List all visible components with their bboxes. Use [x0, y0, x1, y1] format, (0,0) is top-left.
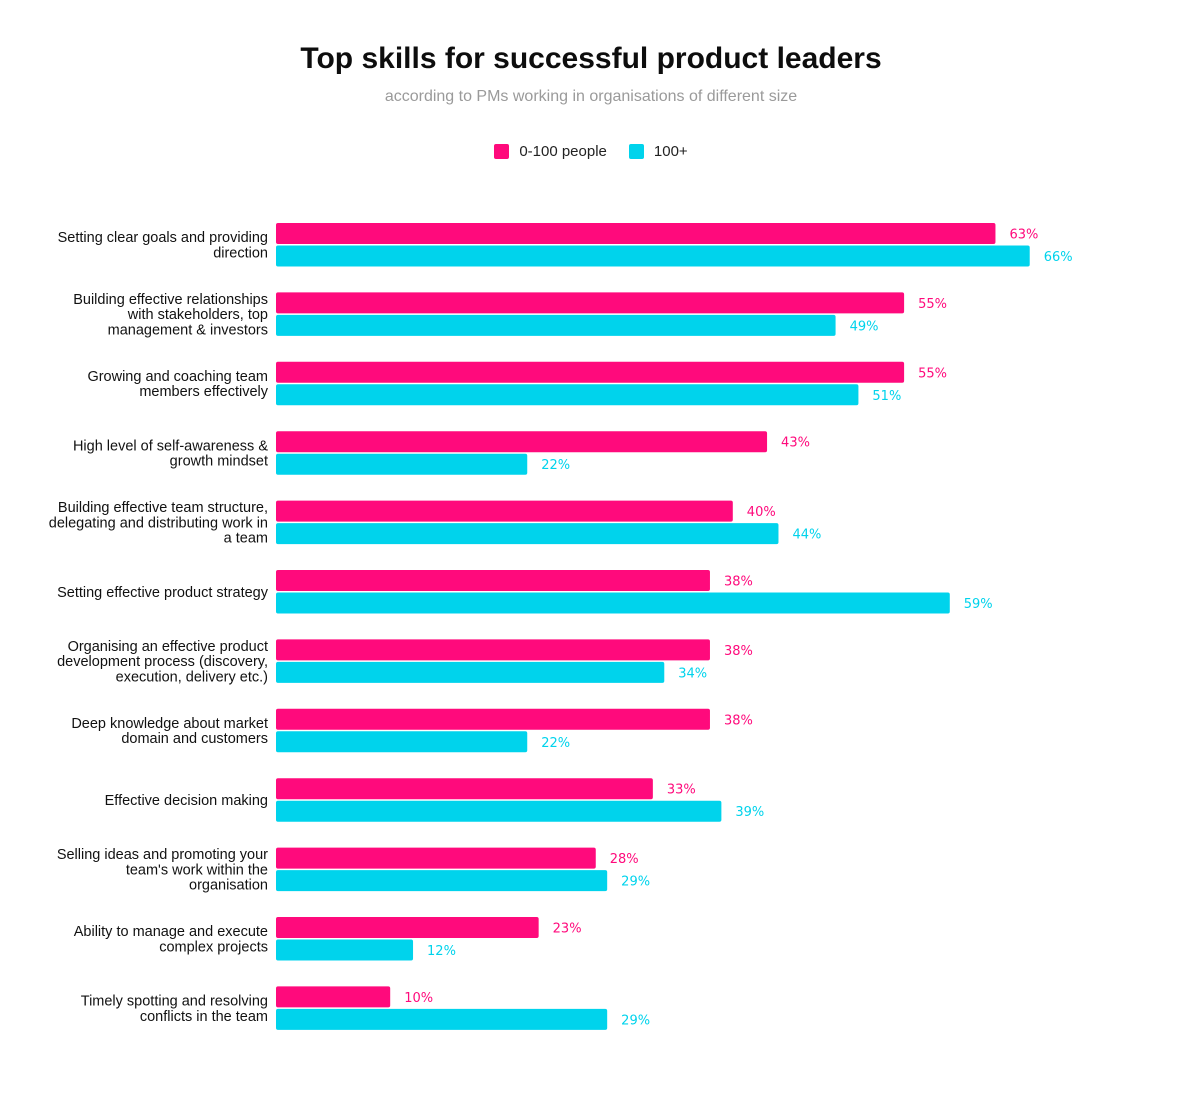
data-label: 33%	[667, 783, 696, 798]
category-label: Organising an effective product developme…	[57, 639, 268, 685]
category-label: Building effective relationships with sta…	[73, 292, 268, 338]
legend-label-series2: 100+	[653, 143, 688, 160]
bar-series1	[276, 500, 733, 522]
bar-series1	[276, 917, 539, 938]
category-label: Effective decision making	[105, 793, 268, 809]
data-label: 59%	[964, 597, 993, 612]
bar-series2	[276, 870, 608, 892]
bar-series2	[276, 731, 528, 753]
data-label: 29%	[621, 875, 650, 890]
bar-series2	[276, 800, 722, 822]
legend-item-series1: 0-100 people	[494, 143, 607, 160]
category-label: Setting clear goals and providing directi…	[58, 230, 268, 261]
bar-series1	[276, 986, 391, 1008]
data-label: 44%	[792, 528, 821, 543]
bar-series1	[276, 431, 768, 453]
chart-subtitle: according to PMs working in organisation…	[384, 88, 798, 105]
bar-series2	[276, 523, 779, 545]
data-label: 66%	[1044, 250, 1073, 265]
bar-series2	[276, 939, 414, 961]
bar-series2	[276, 661, 665, 683]
data-label: 40%	[747, 505, 776, 520]
category-label: Growing and coaching team members effecti…	[87, 369, 268, 400]
legend-item-series2: 100+	[628, 143, 688, 160]
category-label: Ability to manage and execute complex pro…	[74, 924, 268, 955]
data-label: 29%	[621, 1013, 650, 1028]
legend-swatch-series1	[494, 144, 510, 159]
data-label: 23%	[553, 922, 582, 937]
chart-legend: 0-100 people 100+	[0, 143, 1182, 160]
data-label: 49%	[850, 319, 879, 334]
category-label: Timely spotting and resolving conflicts i…	[81, 994, 268, 1025]
bar-series2	[276, 384, 859, 406]
bar-series1	[276, 708, 710, 730]
bar-series1	[276, 223, 996, 244]
data-label: 34%	[678, 666, 707, 681]
bar-series1	[276, 778, 653, 800]
legend-label-series1: 0-100 people	[519, 143, 607, 160]
bar-series2	[276, 1008, 608, 1030]
data-label: 63%	[1009, 228, 1038, 243]
bar-series1	[276, 292, 905, 314]
bar-series1	[276, 847, 596, 869]
data-label: 12%	[427, 944, 456, 959]
data-label: 38%	[724, 644, 753, 659]
data-label: 39%	[735, 805, 764, 820]
bar-series1	[276, 361, 905, 383]
data-label: 55%	[918, 366, 947, 381]
bar-series2	[276, 453, 528, 475]
data-label: 10%	[404, 991, 433, 1006]
data-label: 22%	[541, 736, 570, 751]
category-label: Selling ideas and promoting your team's w…	[57, 847, 268, 893]
data-label: 51%	[872, 389, 901, 404]
data-label: 22%	[541, 458, 570, 473]
legend-swatch-series2	[628, 144, 644, 159]
bar-series1	[276, 639, 710, 661]
bar-series2	[276, 592, 950, 614]
data-label: 38%	[724, 575, 753, 590]
data-label: 38%	[724, 713, 753, 728]
data-label: 43%	[781, 436, 810, 451]
chart-title: Top skills for successful product leader…	[300, 42, 882, 75]
data-label: 28%	[610, 852, 639, 867]
data-label: 55%	[918, 297, 947, 312]
bar-series2	[276, 245, 1030, 267]
bar-series1	[276, 570, 710, 591]
bar-series2	[276, 314, 836, 336]
category-label: High level of self-awareness & growth min…	[73, 438, 268, 469]
category-label: Deep knowledge about market domain and cu…	[71, 716, 268, 747]
category-label: Setting effective product strategy	[57, 585, 269, 601]
category-label: Building effective team structure, delega…	[49, 500, 268, 546]
